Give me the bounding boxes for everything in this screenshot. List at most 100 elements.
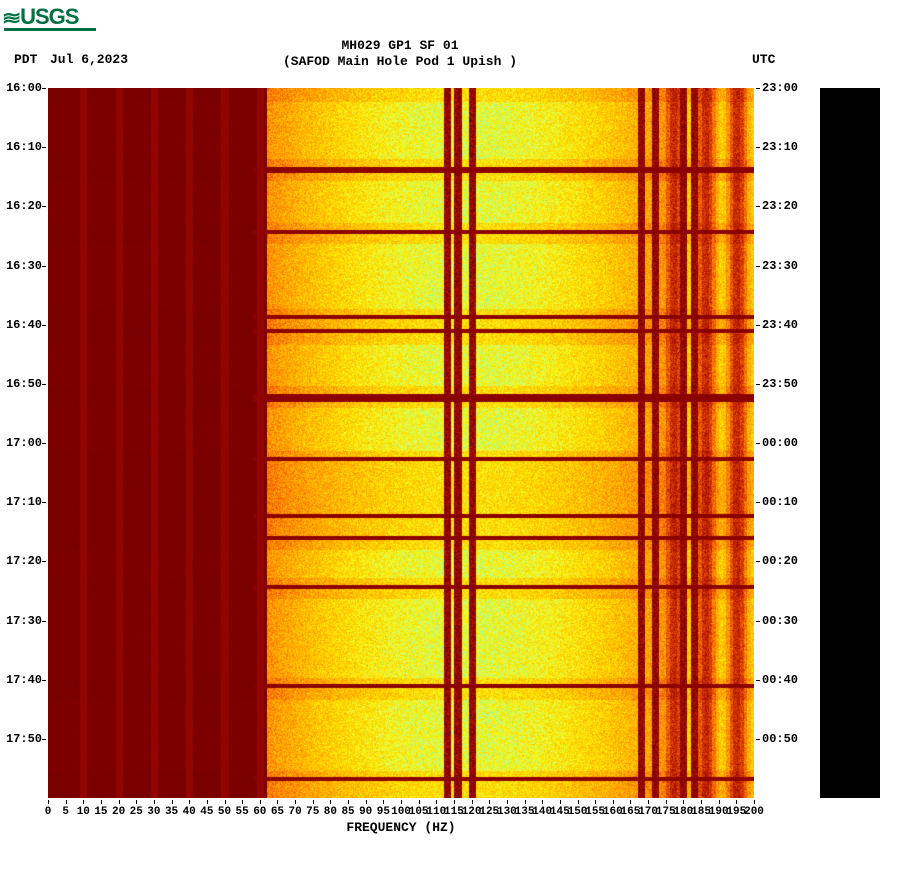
tick-mark bbox=[83, 800, 84, 804]
tick-mark bbox=[189, 800, 190, 804]
left-tick-label: 16:50 bbox=[6, 377, 42, 391]
tick-mark bbox=[436, 800, 437, 804]
tick-mark bbox=[756, 443, 760, 444]
x-tick-label: 90 bbox=[359, 806, 372, 818]
colorbar bbox=[820, 88, 880, 798]
x-tick-label: 50 bbox=[218, 806, 231, 818]
tick-mark bbox=[630, 800, 631, 804]
x-tick-label: 40 bbox=[183, 806, 196, 818]
tick-mark bbox=[756, 502, 760, 503]
tick-mark bbox=[489, 800, 490, 804]
right-tick-label: 23:40 bbox=[762, 318, 798, 332]
tick-mark bbox=[578, 800, 579, 804]
right-timezone-label: UTC bbox=[752, 52, 775, 67]
logo-underline bbox=[4, 28, 96, 31]
x-tick-label: 35 bbox=[165, 806, 178, 818]
tick-mark bbox=[66, 800, 67, 804]
tick-mark bbox=[42, 325, 46, 326]
left-tick-label: 16:30 bbox=[6, 259, 42, 273]
x-tick-label: 20 bbox=[112, 806, 125, 818]
tick-mark bbox=[42, 621, 46, 622]
tick-mark bbox=[42, 739, 46, 740]
left-tick-label: 16:10 bbox=[6, 140, 42, 154]
tick-mark bbox=[756, 739, 760, 740]
x-tick-label: 95 bbox=[377, 806, 390, 818]
right-tick-label: 00:50 bbox=[762, 732, 798, 746]
right-tick-label: 00:20 bbox=[762, 554, 798, 568]
x-tick-label: 0 bbox=[45, 806, 52, 818]
tick-mark bbox=[383, 800, 384, 804]
right-time-axis: 23:0023:1023:2023:3023:4023:5000:0000:10… bbox=[756, 88, 806, 798]
tick-mark bbox=[366, 800, 367, 804]
left-tick-label: 17:50 bbox=[6, 732, 42, 746]
right-tick-label: 23:20 bbox=[762, 199, 798, 213]
right-tick-label: 23:50 bbox=[762, 377, 798, 391]
tick-mark bbox=[419, 800, 420, 804]
tick-mark bbox=[242, 800, 243, 804]
tick-mark bbox=[136, 800, 137, 804]
tick-mark bbox=[101, 800, 102, 804]
right-tick-label: 23:30 bbox=[762, 259, 798, 273]
spectrogram-plot bbox=[48, 88, 754, 798]
tick-mark bbox=[719, 800, 720, 804]
tick-mark bbox=[401, 800, 402, 804]
left-tick-label: 17:30 bbox=[6, 614, 42, 628]
x-tick-label: 45 bbox=[200, 806, 213, 818]
left-time-axis: 16:0016:1016:2016:3016:4016:5017:0017:10… bbox=[0, 88, 46, 798]
right-tick-label: 23:10 bbox=[762, 140, 798, 154]
x-tick-label: 65 bbox=[271, 806, 284, 818]
tick-mark bbox=[683, 800, 684, 804]
tick-mark bbox=[756, 88, 760, 89]
x-tick-label: 80 bbox=[324, 806, 337, 818]
tick-mark bbox=[42, 147, 46, 148]
tick-mark bbox=[701, 800, 702, 804]
tick-mark bbox=[756, 561, 760, 562]
tick-mark bbox=[648, 800, 649, 804]
tick-mark bbox=[42, 680, 46, 681]
x-tick-label: 200 bbox=[744, 806, 764, 818]
tick-mark bbox=[119, 800, 120, 804]
left-timezone-label: PDT bbox=[14, 52, 37, 67]
tick-mark bbox=[754, 800, 755, 804]
tick-mark bbox=[756, 325, 760, 326]
logo-text: USGS bbox=[20, 4, 78, 29]
tick-mark bbox=[756, 621, 760, 622]
left-tick-label: 17:40 bbox=[6, 673, 42, 687]
right-tick-label: 00:00 bbox=[762, 436, 798, 450]
tick-mark bbox=[330, 800, 331, 804]
date-label: Jul 6,2023 bbox=[50, 52, 128, 67]
tick-mark bbox=[666, 800, 667, 804]
tick-mark bbox=[348, 800, 349, 804]
tick-mark bbox=[613, 800, 614, 804]
left-tick-label: 16:00 bbox=[6, 81, 42, 95]
tick-mark bbox=[756, 680, 760, 681]
left-tick-label: 17:10 bbox=[6, 495, 42, 509]
x-axis-label: FREQUENCY (HZ) bbox=[48, 820, 754, 835]
logo-wave-icon: ≋ bbox=[2, 8, 20, 29]
tick-mark bbox=[507, 800, 508, 804]
tick-mark bbox=[756, 206, 760, 207]
x-tick-label: 55 bbox=[236, 806, 249, 818]
x-tick-label: 30 bbox=[147, 806, 160, 818]
tick-mark bbox=[295, 800, 296, 804]
left-tick-label: 17:20 bbox=[6, 554, 42, 568]
x-tick-label: 70 bbox=[288, 806, 301, 818]
tick-mark bbox=[172, 800, 173, 804]
x-tick-label: 15 bbox=[94, 806, 107, 818]
x-tick-label: 5 bbox=[62, 806, 69, 818]
right-tick-label: 00:30 bbox=[762, 614, 798, 628]
x-tick-label: 25 bbox=[130, 806, 143, 818]
tick-mark bbox=[472, 800, 473, 804]
tick-mark bbox=[756, 384, 760, 385]
right-tick-label: 00:40 bbox=[762, 673, 798, 687]
x-tick-label: 85 bbox=[341, 806, 354, 818]
tick-mark bbox=[154, 800, 155, 804]
usgs-logo: ≋USGS bbox=[4, 4, 78, 30]
tick-mark bbox=[42, 206, 46, 207]
tick-mark bbox=[42, 561, 46, 562]
tick-mark bbox=[454, 800, 455, 804]
tick-mark bbox=[277, 800, 278, 804]
tick-mark bbox=[42, 88, 46, 89]
x-tick-label: 10 bbox=[77, 806, 90, 818]
tick-mark bbox=[42, 502, 46, 503]
